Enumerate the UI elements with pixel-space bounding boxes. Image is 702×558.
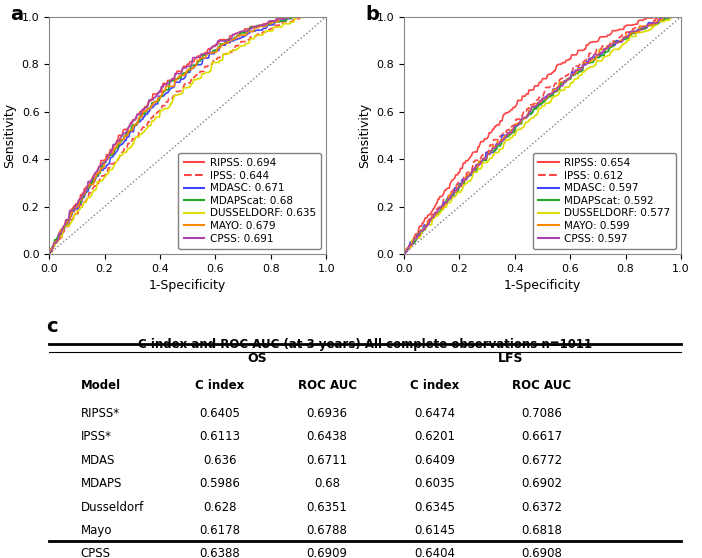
Text: 0.6772: 0.6772 xyxy=(522,454,562,467)
Y-axis label: Sensitivity: Sensitivity xyxy=(3,103,16,168)
Text: ROC AUC: ROC AUC xyxy=(298,378,357,392)
Text: c: c xyxy=(46,318,58,336)
Text: 0.7086: 0.7086 xyxy=(522,407,562,420)
Text: 0.6474: 0.6474 xyxy=(414,407,455,420)
Text: 0.68: 0.68 xyxy=(314,477,340,490)
Text: RIPSS*: RIPSS* xyxy=(81,407,120,420)
Text: 0.6201: 0.6201 xyxy=(414,430,455,444)
Text: 0.6404: 0.6404 xyxy=(414,547,455,558)
Text: 0.6388: 0.6388 xyxy=(199,547,240,558)
Y-axis label: Sensitivity: Sensitivity xyxy=(358,103,371,168)
Text: 0.6936: 0.6936 xyxy=(307,407,347,420)
Text: 0.6902: 0.6902 xyxy=(522,477,562,490)
Text: ROC AUC: ROC AUC xyxy=(512,378,571,392)
Text: 0.5986: 0.5986 xyxy=(199,477,240,490)
Text: MDAS: MDAS xyxy=(81,454,115,467)
Text: 0.6711: 0.6711 xyxy=(307,454,347,467)
Text: 0.628: 0.628 xyxy=(203,501,237,513)
Text: a: a xyxy=(11,5,23,24)
Text: 0.6035: 0.6035 xyxy=(414,477,455,490)
Legend: RIPSS: 0.694, IPSS: 0.644, MDASC: 0.671, MDAPScat: 0.68, DUSSELDORF: 0.635, MAYO: RIPSS: 0.694, IPSS: 0.644, MDASC: 0.671,… xyxy=(178,153,321,249)
X-axis label: 1-Specificity: 1-Specificity xyxy=(504,280,581,292)
Text: 0.6908: 0.6908 xyxy=(522,547,562,558)
Text: 0.6409: 0.6409 xyxy=(414,454,455,467)
Text: b: b xyxy=(365,5,379,24)
Text: 0.6909: 0.6909 xyxy=(307,547,347,558)
Text: 0.6405: 0.6405 xyxy=(199,407,240,420)
Text: 0.6438: 0.6438 xyxy=(307,430,347,444)
Text: C index and ROC AUC (at 3 years) All complete observations n=1011: C index and ROC AUC (at 3 years) All com… xyxy=(138,338,592,351)
Text: 0.6113: 0.6113 xyxy=(199,430,240,444)
Text: C index: C index xyxy=(410,378,459,392)
Text: Dusseldorf: Dusseldorf xyxy=(81,501,144,513)
Legend: RIPSS: 0.654, IPSS: 0.612, MDASC: 0.597, MDAPScat: 0.592, DUSSELDORF: 0.577, MAY: RIPSS: 0.654, IPSS: 0.612, MDASC: 0.597,… xyxy=(533,153,676,249)
Text: Mayo: Mayo xyxy=(81,524,112,537)
Text: 0.6372: 0.6372 xyxy=(522,501,562,513)
Text: MDAPS: MDAPS xyxy=(81,477,122,490)
Text: 0.6351: 0.6351 xyxy=(307,501,347,513)
Text: Model: Model xyxy=(81,378,121,392)
Text: 0.636: 0.636 xyxy=(203,454,237,467)
Text: 0.6818: 0.6818 xyxy=(522,524,562,537)
Text: 0.6788: 0.6788 xyxy=(307,524,347,537)
X-axis label: 1-Specificity: 1-Specificity xyxy=(149,280,226,292)
Text: 0.6145: 0.6145 xyxy=(414,524,455,537)
Text: IPSS*: IPSS* xyxy=(81,430,112,444)
Text: LFS: LFS xyxy=(498,352,523,365)
Text: 0.6345: 0.6345 xyxy=(414,501,455,513)
Text: 0.6178: 0.6178 xyxy=(199,524,240,537)
Text: C index: C index xyxy=(195,378,244,392)
Text: CPSS: CPSS xyxy=(81,547,111,558)
Text: OS: OS xyxy=(248,352,267,365)
Text: 0.6617: 0.6617 xyxy=(522,430,562,444)
